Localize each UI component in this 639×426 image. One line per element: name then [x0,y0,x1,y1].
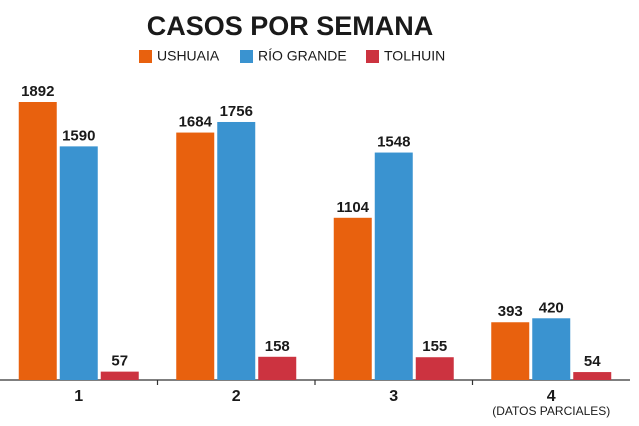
bar [258,356,297,380]
value-label: 1684 [179,114,213,131]
annotation: (DATOS PARCIALES) [492,404,610,418]
x-tick-label: 3 [389,388,398,405]
bar [415,357,454,380]
value-label: 1756 [220,103,253,120]
bar [100,371,139,380]
value-label: 1590 [62,127,95,144]
value-label: 54 [584,353,601,370]
bar [176,132,215,380]
legend-label: USHUAIA [157,48,220,64]
bar [532,318,571,380]
bar [491,322,530,380]
bar [374,152,413,380]
bar [333,217,372,380]
bar [217,121,256,380]
value-label: 155 [422,338,447,355]
legend-label: TOLHUIN [384,48,445,64]
x-tick-label: 2 [232,388,241,405]
chart-title: CASOS POR SEMANA [147,11,434,41]
legend-swatch [240,50,253,63]
bar [573,372,612,380]
value-label: 158 [265,338,290,355]
value-label: 1104 [336,199,369,216]
value-label: 1548 [377,134,410,151]
legend-swatch [366,50,379,63]
value-label: 420 [539,299,564,316]
x-tick-label: 4 [547,388,556,405]
bar [59,146,98,380]
x-tick-label: 1 [74,388,83,405]
bar [18,102,57,380]
value-label: 57 [111,353,128,370]
value-label: 393 [498,303,523,320]
legend-label: RÍO GRANDE [258,48,347,64]
value-label: 1892 [21,83,54,100]
legend-swatch [139,50,152,63]
